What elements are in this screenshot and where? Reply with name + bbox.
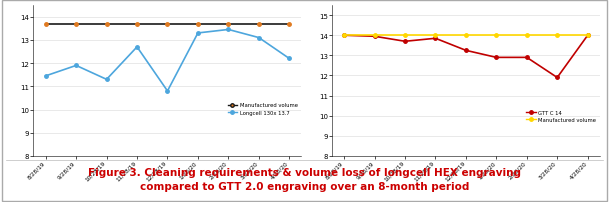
- Legend: GTT C 14, Manufactured volume: GTT C 14, Manufactured volume: [525, 109, 597, 123]
- Text: Figure 3. Cleaning requirements & volume loss of longcell HEX engraving
compared: Figure 3. Cleaning requirements & volume…: [88, 167, 521, 191]
- Legend: Manufactured volume, Longcell 130x 13.7: Manufactured volume, Longcell 130x 13.7: [227, 102, 299, 116]
